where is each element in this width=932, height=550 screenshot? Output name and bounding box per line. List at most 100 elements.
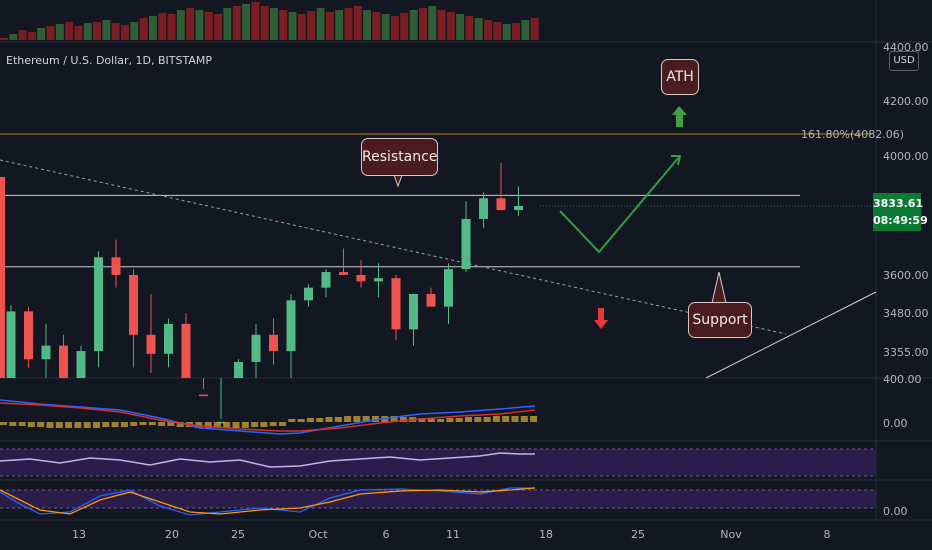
resistance-callout[interactable]: Resistance	[361, 138, 438, 176]
volume-bar	[409, 10, 418, 40]
volume-bar	[381, 14, 390, 40]
macd-histogram-bar	[399, 417, 407, 422]
macd-histogram-bar	[46, 422, 54, 428]
volume-bar	[344, 8, 353, 40]
macd-axis-label: 400.00	[883, 373, 922, 386]
volume-bar	[521, 20, 530, 40]
volume-bar	[251, 2, 260, 40]
volume-bar	[111, 23, 120, 40]
candle	[94, 257, 103, 352]
volume-bar	[530, 18, 539, 40]
current-price: 3833.61	[873, 197, 924, 210]
candle	[0, 177, 5, 378]
volume-bar	[437, 10, 446, 40]
macd-histogram-bar	[232, 422, 240, 428]
candle	[304, 287, 313, 301]
macd-histogram-bar	[474, 417, 482, 422]
support-callout-pointer	[711, 271, 727, 304]
macd-histogram-bar	[176, 422, 184, 427]
projected-path-arrowhead	[671, 155, 682, 166]
volume-bar	[83, 23, 92, 40]
volume-bar	[55, 24, 64, 40]
price-axis-label: 3480.00	[883, 307, 929, 320]
macd-histogram-bar	[158, 422, 166, 426]
macd-histogram-bar	[120, 422, 128, 427]
time-axis-label: Nov	[720, 528, 742, 541]
volume-bar	[0, 38, 8, 40]
macd-histogram-bar	[372, 416, 379, 422]
candle	[339, 272, 348, 275]
macd-histogram-bar	[427, 418, 435, 422]
volume-bar	[428, 6, 437, 40]
volume-bar	[465, 16, 474, 40]
volume-bar	[102, 20, 111, 40]
candle	[6, 311, 16, 378]
volume-bar	[139, 18, 148, 40]
support-callout[interactable]: Support	[688, 302, 752, 338]
macd-histogram-bar	[334, 417, 342, 422]
macd-histogram-bar	[446, 418, 454, 422]
macd-histogram-bar	[9, 422, 17, 426]
volume-bar	[419, 8, 427, 40]
macd-histogram-bar	[269, 422, 277, 426]
macd-histogram-bar	[390, 416, 398, 422]
macd-histogram-bar	[251, 422, 259, 427]
macd-histogram-bar	[465, 417, 472, 422]
volume-bar	[158, 13, 167, 40]
macd-histogram-bar	[93, 422, 100, 428]
macd-histogram-bar	[223, 422, 231, 428]
rsi-line	[0, 452, 535, 468]
volume-bar	[288, 12, 297, 40]
candle	[76, 351, 86, 378]
candle	[514, 205, 523, 211]
volume-bar	[372, 12, 381, 40]
volume-bar	[456, 14, 465, 40]
price-axis-label: 4400.00	[883, 41, 929, 54]
volume-bar	[474, 18, 483, 40]
macd-line	[0, 399, 536, 435]
macd-histogram-bar	[139, 422, 147, 425]
time-axis-label: 20	[165, 528, 179, 541]
fib-161-label: 161.80%(4082.06)	[801, 128, 904, 141]
resistance-callout-pointer	[393, 174, 403, 188]
ascending-trendline	[705, 291, 877, 379]
candle	[111, 257, 121, 275]
macd-histogram-bar	[353, 416, 361, 422]
volume-bar	[484, 20, 492, 40]
macd-histogram-bar	[502, 416, 510, 422]
volume-bar	[446, 12, 455, 40]
volume-bar	[335, 10, 344, 40]
time-axis-label: 6	[383, 528, 390, 541]
up-arrow	[672, 106, 687, 127]
price-axis-label: 4200.00	[883, 95, 929, 108]
macd-histogram-bar	[111, 422, 119, 427]
volume-bar	[391, 16, 399, 40]
macd-histogram-bar	[530, 416, 538, 422]
candle	[24, 311, 33, 360]
macd-histogram-bar	[65, 422, 73, 428]
volume-bar	[176, 10, 185, 40]
volume-bar	[204, 12, 213, 40]
signal-line	[0, 402, 536, 432]
macd-histogram-bar	[483, 417, 491, 422]
volume-bar	[186, 8, 195, 40]
time-axis-label: 25	[631, 528, 645, 541]
volume-bar	[232, 6, 241, 40]
currency-selector[interactable]: USD	[889, 51, 919, 71]
candle	[409, 294, 418, 330]
candle	[286, 300, 296, 352]
macd-histogram-bar	[437, 419, 445, 422]
volume-bar	[502, 24, 511, 40]
volume-bar	[512, 23, 520, 40]
current-price-tag: 3833.61 08:49:59	[873, 193, 928, 231]
candle	[426, 294, 436, 307]
volume-bar	[307, 11, 316, 40]
volume-bar	[149, 16, 157, 40]
macd-histogram-bar	[167, 422, 175, 426]
time-axis-label: Oct	[308, 528, 328, 541]
candle	[461, 218, 471, 270]
volume-bar	[270, 8, 278, 40]
macd-histogram-bar	[279, 422, 286, 426]
ath-callout[interactable]: ATH	[661, 59, 699, 95]
